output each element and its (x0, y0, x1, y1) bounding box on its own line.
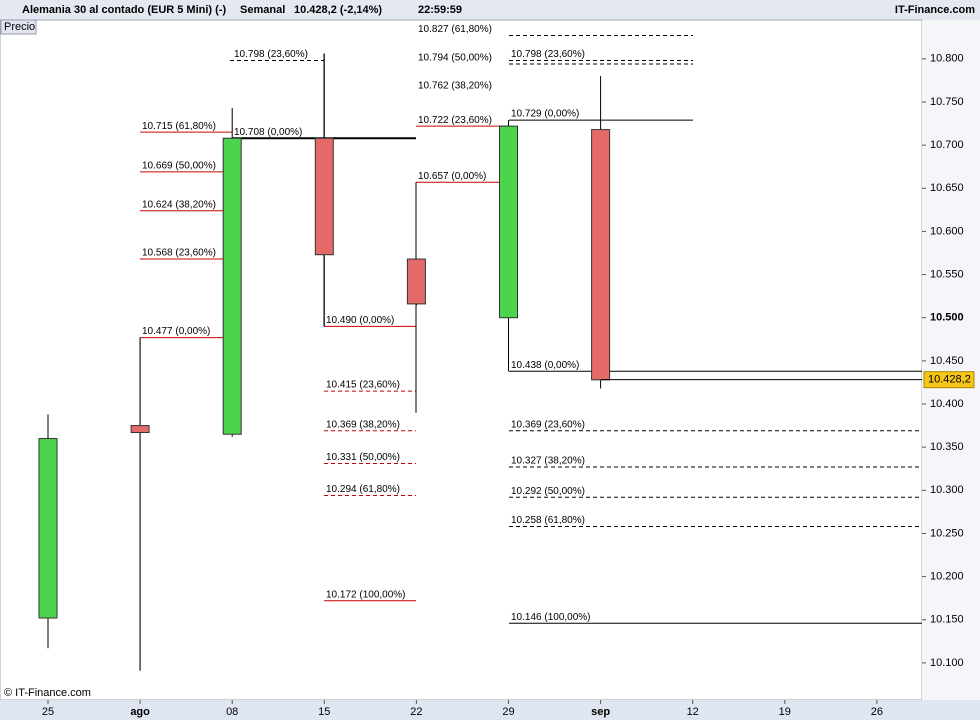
fib-label: 10.369 (38,20%) (326, 419, 400, 430)
x-tick-label: ago (130, 706, 150, 718)
y-tick-label: 10.450 (930, 355, 964, 367)
x-tick-label: sep (591, 706, 610, 718)
y-tick-label: 10.800 (930, 53, 964, 65)
fib-label: 10.722 (23,60%) (418, 115, 492, 126)
fib-label: 10.708 (0,00%) (234, 127, 302, 138)
fib-label: 10.172 (100,00%) (326, 589, 406, 600)
fib-label: 10.568 (23,60%) (142, 248, 216, 259)
y-tick-label: 10.600 (930, 225, 964, 237)
time: 22:59:59 (418, 4, 462, 16)
fib-label: 10.669 (50,00%) (142, 161, 216, 172)
fib-label: 10.798 (23,60%) (234, 49, 308, 60)
candle-body (314, 137, 334, 256)
instrument: Alemania 30 al contado (EUR 5 Mini) (-) (22, 4, 226, 16)
x-tick-label: 15 (318, 706, 330, 718)
y-tick-label: 10.400 (930, 398, 964, 410)
fib-label: 10.827 (61,80%) (418, 24, 492, 35)
fib-label: 10.762 (38,20%) (418, 80, 492, 91)
candle-body (222, 137, 242, 435)
footer: © IT-Finance.com (4, 687, 91, 699)
candle-body (130, 425, 150, 433)
x-tick-label: 08 (226, 706, 238, 718)
fib-label: 10.415 (23,60%) (326, 380, 400, 391)
fib-label: 10.292 (50,00%) (511, 486, 585, 497)
last-price-label: 10.428,2 (928, 374, 971, 386)
fib-label: 10.327 (38,20%) (511, 456, 585, 467)
y-tick-label: 10.350 (930, 441, 964, 453)
y-tick-label: 10.250 (930, 527, 964, 539)
fib-label: 10.369 (23,60%) (511, 419, 585, 430)
y-axis-area (922, 20, 980, 700)
x-tick-label: 12 (687, 706, 699, 718)
y-tick-label: 10.500 (930, 312, 964, 324)
fib-label: 10.258 (61,80%) (511, 515, 585, 526)
y-tick-label: 10.300 (930, 484, 964, 496)
fib-label: 10.794 (50,00%) (418, 53, 492, 64)
y-tick-label: 10.200 (930, 571, 964, 583)
y-tick-label: 10.550 (930, 268, 964, 280)
x-axis-area (0, 700, 980, 720)
y-label: Precio (4, 21, 35, 33)
fib-label: 10.294 (61,80%) (326, 484, 400, 495)
candle-body (406, 258, 426, 305)
fib-label: 10.657 (0,00%) (418, 171, 486, 182)
fib-label: 10.729 (0,00%) (511, 109, 579, 120)
fib-label: 10.146 (100,00%) (511, 612, 591, 623)
x-tick-label: 29 (502, 706, 514, 718)
y-tick-label: 10.100 (930, 657, 964, 669)
quote: 10.428,2 (-2,14%) (294, 4, 382, 16)
candle-body (591, 129, 611, 381)
header-bar (0, 0, 980, 20)
last-price-box (923, 371, 975, 389)
y-tick-label: 10.750 (930, 96, 964, 108)
y-tick-label: 10.700 (930, 139, 964, 151)
fib-label: 10.490 (0,00%) (326, 315, 394, 326)
y-tick-label: 10.650 (930, 182, 964, 194)
y-tick-label: 10.150 (930, 614, 964, 626)
y-label-box (0, 19, 37, 35)
candle-body (499, 125, 518, 319)
fib-label: 10.798 (23,60%) (511, 49, 585, 60)
x-tick-label: 22 (410, 706, 422, 718)
period: Semanal (240, 4, 285, 16)
fib-label: 10.624 (38,20%) (142, 199, 216, 210)
fib-label: 10.331 (50,00%) (326, 452, 400, 463)
fib-label: 10.715 (61,80%) (142, 121, 216, 132)
fib-label: 10.477 (0,00%) (142, 326, 210, 337)
x-tick-label: 19 (779, 706, 791, 718)
fib-label: 10.438 (0,00%) (511, 360, 579, 371)
plot-area (0, 19, 923, 701)
x-tick-label: 26 (871, 706, 883, 718)
x-tick-label: 25 (42, 706, 54, 718)
candle-body (38, 438, 58, 619)
site: IT-Finance.com (895, 4, 975, 16)
